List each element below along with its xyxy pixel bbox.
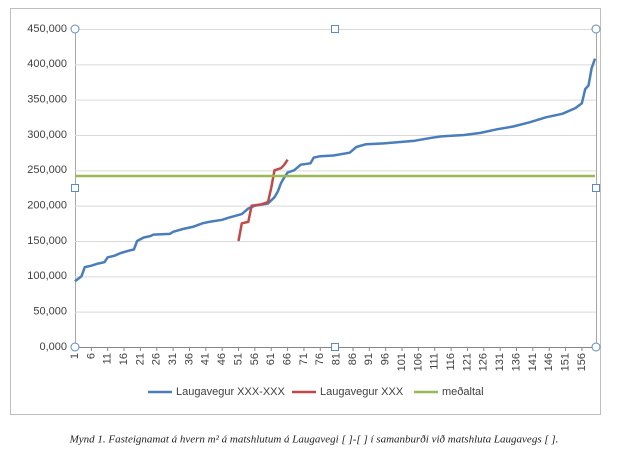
x-tick-label: 21 — [134, 353, 146, 365]
x-tick-label: 31 — [167, 353, 179, 365]
x-tick-label: 151 — [559, 353, 571, 371]
x-tick-label: 61 — [265, 353, 277, 365]
y-tick-label: 150,000 — [27, 235, 67, 247]
x-tick-label: 106 — [412, 353, 424, 371]
x-tick-label: 126 — [478, 353, 490, 371]
x-tick-label: 86 — [347, 353, 359, 365]
x-tick-label: 136 — [510, 353, 522, 371]
x-tick-label: 16 — [118, 353, 130, 365]
selection-handle — [331, 25, 339, 33]
legend-label: Laugavegur XXX — [320, 386, 404, 398]
y-tick-label: 200,000 — [27, 200, 67, 212]
x-tick-label: 66 — [281, 353, 293, 365]
x-tick-label: 11 — [102, 353, 114, 364]
x-tick-label: 26 — [151, 353, 163, 365]
x-tick-label: 91 — [363, 353, 375, 365]
y-tick-label: 300,000 — [27, 129, 67, 141]
x-tick-label: 6 — [85, 353, 97, 359]
chart-frame — [10, 8, 601, 415]
y-tick-label: 0,000 — [39, 341, 67, 353]
x-tick-label: 41 — [200, 353, 212, 365]
x-tick-label: 1 — [69, 353, 81, 359]
x-tick-label: 146 — [543, 353, 555, 371]
x-tick-label: 141 — [527, 353, 539, 371]
legend-label: Laugavegur XXX-XXX — [176, 386, 286, 398]
x-tick-label: 71 — [298, 353, 310, 365]
y-tick-label: 50,000 — [33, 306, 67, 318]
x-tick-label: 36 — [183, 353, 195, 365]
selection-handle — [591, 24, 601, 34]
x-tick-label: 51 — [232, 353, 244, 365]
selection-handle — [71, 184, 79, 192]
y-tick-label: 100,000 — [27, 270, 67, 282]
x-tick-label: 131 — [494, 353, 506, 371]
series-line — [237, 159, 289, 242]
x-tick-label: 156 — [576, 353, 588, 371]
x-tick-label: 46 — [216, 353, 228, 365]
selection-handle — [592, 184, 600, 192]
x-tick-label: 81 — [331, 353, 343, 365]
x-tick-label: 96 — [380, 353, 392, 365]
selection-handle — [70, 342, 80, 352]
selection-handle — [331, 343, 339, 351]
series-line — [74, 58, 597, 283]
x-tick-label: 116 — [445, 353, 457, 371]
x-tick-label: 111 — [429, 353, 441, 370]
x-tick-label: 101 — [396, 353, 408, 371]
y-tick-label: 350,000 — [27, 94, 67, 106]
selection-handle — [70, 24, 80, 34]
x-tick-label: 121 — [461, 353, 473, 371]
y-tick-label: 250,000 — [27, 164, 67, 176]
caption: Mynd 1. Fasteignamat á hvern m² á matshl… — [69, 434, 559, 446]
selection-handle — [591, 342, 601, 352]
x-tick-label: 76 — [314, 353, 326, 365]
x-tick-label: 56 — [249, 353, 261, 365]
y-tick-label: 450,000 — [27, 23, 67, 35]
legend-label: meðaltal — [442, 386, 484, 398]
y-tick-label: 400,000 — [27, 58, 67, 70]
